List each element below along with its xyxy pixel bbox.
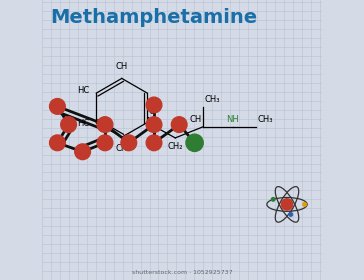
Text: CH: CH: [116, 144, 128, 153]
Text: C: C: [148, 107, 154, 116]
Text: NH: NH: [226, 115, 239, 124]
Text: CH₂: CH₂: [167, 142, 183, 151]
Circle shape: [75, 144, 90, 160]
Circle shape: [303, 203, 306, 206]
Circle shape: [50, 135, 65, 151]
Circle shape: [146, 135, 162, 151]
Text: CH: CH: [190, 115, 202, 124]
Circle shape: [146, 97, 162, 113]
Circle shape: [272, 198, 275, 201]
Text: HC: HC: [77, 86, 89, 95]
Circle shape: [146, 117, 162, 132]
Text: CH₃: CH₃: [205, 95, 220, 104]
Text: shutterstock.com · 1052925737: shutterstock.com · 1052925737: [132, 270, 232, 275]
Circle shape: [121, 135, 136, 151]
Circle shape: [97, 135, 113, 151]
Text: CH: CH: [116, 62, 128, 71]
Text: HC: HC: [77, 119, 89, 129]
Circle shape: [171, 117, 187, 132]
Circle shape: [281, 199, 293, 210]
Circle shape: [61, 117, 76, 132]
Circle shape: [186, 134, 203, 151]
Circle shape: [289, 213, 293, 216]
Text: CH₃: CH₃: [257, 115, 273, 124]
Text: Methamphetamine: Methamphetamine: [50, 8, 257, 27]
Circle shape: [97, 117, 113, 132]
Circle shape: [50, 99, 65, 114]
